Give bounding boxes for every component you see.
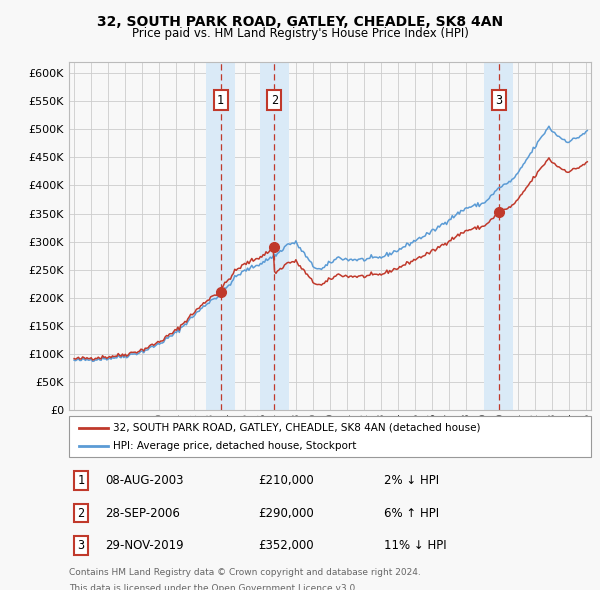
Text: 3: 3: [77, 539, 85, 552]
Bar: [206, 62, 235, 410]
Text: 1: 1: [217, 94, 224, 107]
Text: HPI: Average price, detached house, Stockport: HPI: Average price, detached house, Stoc…: [113, 441, 357, 451]
Text: 1: 1: [77, 474, 85, 487]
Bar: [484, 62, 514, 410]
Text: £210,000: £210,000: [258, 474, 314, 487]
Text: 6% ↑ HPI: 6% ↑ HPI: [384, 506, 439, 520]
Text: £352,000: £352,000: [258, 539, 314, 552]
Text: 32, SOUTH PARK ROAD, GATLEY, CHEADLE, SK8 4AN (detached house): 32, SOUTH PARK ROAD, GATLEY, CHEADLE, SK…: [113, 422, 481, 432]
Text: 2% ↓ HPI: 2% ↓ HPI: [384, 474, 439, 487]
Text: 2: 2: [271, 94, 278, 107]
Text: Price paid vs. HM Land Registry's House Price Index (HPI): Price paid vs. HM Land Registry's House …: [131, 27, 469, 40]
Text: 2: 2: [77, 506, 85, 520]
Text: 28-SEP-2006: 28-SEP-2006: [105, 506, 180, 520]
Text: 29-NOV-2019: 29-NOV-2019: [105, 539, 184, 552]
Text: 11% ↓ HPI: 11% ↓ HPI: [384, 539, 446, 552]
Text: This data is licensed under the Open Government Licence v3.0.: This data is licensed under the Open Gov…: [69, 584, 358, 590]
Text: 32, SOUTH PARK ROAD, GATLEY, CHEADLE, SK8 4AN: 32, SOUTH PARK ROAD, GATLEY, CHEADLE, SK…: [97, 15, 503, 29]
Text: £290,000: £290,000: [258, 506, 314, 520]
Text: 3: 3: [496, 94, 502, 107]
Text: 08-AUG-2003: 08-AUG-2003: [105, 474, 184, 487]
Bar: [260, 62, 289, 410]
Text: Contains HM Land Registry data © Crown copyright and database right 2024.: Contains HM Land Registry data © Crown c…: [69, 568, 421, 576]
